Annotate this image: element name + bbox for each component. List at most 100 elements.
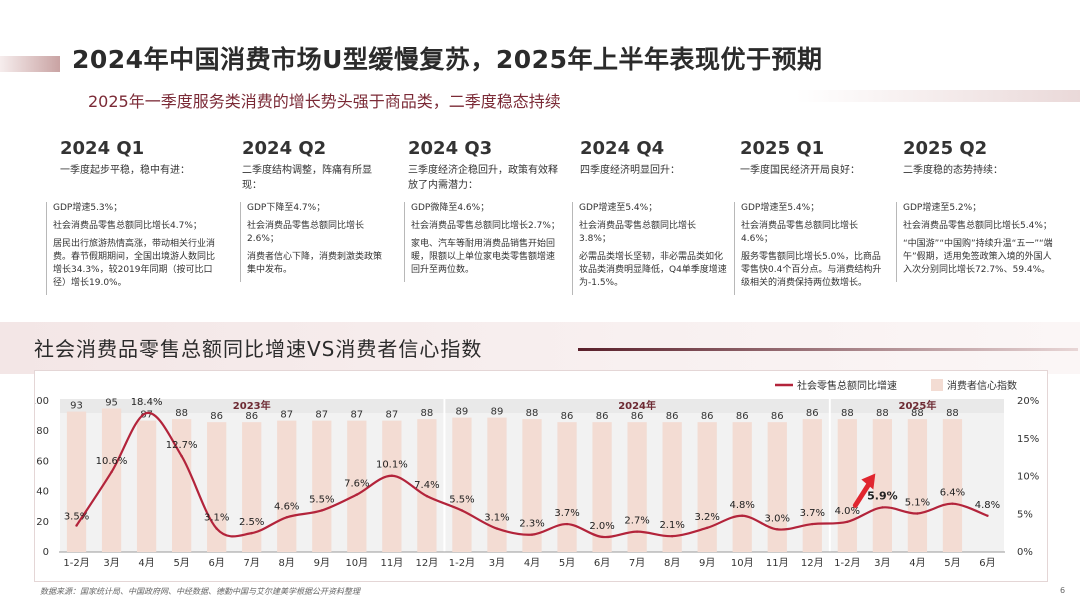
quarter-point: 居民出行旅游热情高涨，带动相关行业消费。春节假期期间，全国出境游人数同比增长34… — [53, 239, 216, 288]
retail-growth-point — [460, 509, 464, 512]
line-value-label: 7.6% — [344, 479, 369, 490]
category-label: 11月 — [380, 557, 403, 569]
confidence-bar — [66, 411, 87, 552]
quarter-point: GDP微降至4.6%； — [411, 203, 490, 213]
quarter-point: 服务零售额同比增长5.0%，比商品零售快0.4个百分点。与消费结构升级相关的消费… — [741, 252, 882, 288]
quarter-heading: 2025 Q1 — [740, 138, 825, 159]
quarter-point: 社会消费品零售总额同比增长3.8%； — [579, 221, 697, 244]
retail-growth-point — [75, 524, 78, 527]
bar-value-label: 86 — [245, 411, 258, 422]
bar-value-label: 88 — [175, 408, 188, 419]
retail-growth-point — [635, 530, 639, 533]
retail-growth-point — [355, 493, 359, 496]
right-axis-tick: 5% — [1017, 509, 1033, 520]
category-label: 4月 — [138, 557, 154, 569]
combo-chart: 2023年 2024年 2025年 0 20 40 60 80 100 0% 5% 10% 15% 20%… — [35, 379, 1039, 569]
confidence-bar — [662, 422, 682, 552]
bar-value-label: 88 — [911, 408, 924, 419]
retail-growth-point — [530, 533, 534, 536]
confidence-bar — [417, 419, 437, 552]
category-label: 3月 — [489, 557, 505, 569]
retail-growth-point — [425, 494, 429, 498]
quarter-column: 2024 Q4 四季度经济明显回升： — [580, 138, 730, 178]
retail-growth-point — [846, 520, 849, 523]
line-value-label: 7.4% — [414, 480, 439, 491]
confidence-bar — [767, 422, 787, 552]
quarter-heading: 2024 Q4 — [580, 138, 665, 159]
bar-value-label: 87 — [140, 410, 153, 421]
line-value-label: 18.4% — [131, 397, 163, 408]
confidence-bar — [697, 422, 717, 552]
line-value-label: 3.0% — [765, 513, 790, 524]
year-band-header — [830, 399, 1004, 413]
bar-value-label: 86 — [806, 408, 819, 419]
bar-value-label: 88 — [841, 408, 854, 419]
confidence-bar — [171, 419, 192, 552]
category-label: 8月 — [279, 557, 295, 569]
line-value-label: 4.8% — [730, 500, 755, 511]
line-value-label: 10.6% — [96, 456, 128, 467]
retail-growth-point — [916, 512, 919, 515]
quarter-points: GDP微降至4.6%； 社会消费品零售总额同比增长2.7%； 家电、汽车等耐用消… — [404, 202, 563, 282]
quarter-point: 社会消费品零售总额同比增长2.6%； — [247, 221, 365, 244]
retail-growth-point — [320, 509, 323, 512]
quarter-description: 二季度结构调整，阵痛有所显现： — [242, 165, 372, 191]
category-label: 4月 — [524, 557, 540, 569]
category-label: 1-2月 — [63, 557, 89, 569]
year-label: 2023年 — [233, 399, 271, 412]
line-value-label: 3.2% — [694, 512, 719, 523]
confidence-bar — [872, 419, 893, 552]
bar-value-label: 86 — [771, 411, 784, 422]
left-axis-tick: 100 — [35, 396, 49, 407]
bar-value-label: 88 — [876, 408, 889, 419]
left-axis-tick: 0 — [43, 547, 49, 558]
bar-value-label: 95 — [105, 398, 118, 409]
line-value-label: 3.1% — [484, 513, 509, 524]
category-label: 7月 — [629, 557, 645, 569]
quarter-points: GDP增速至5.4%； 社会消费品零售总额同比增长3.8%； 必需品类增长坚韧，… — [572, 202, 727, 295]
retail-growth-point — [565, 522, 569, 526]
retail-growth-point — [250, 531, 253, 535]
line-value-label: 2.1% — [659, 520, 684, 531]
quarter-points: GDP下降至4.7%； 社会消费品零售总额同比增长2.6%； 消费者信心下降，消… — [240, 202, 389, 282]
confidence-bar — [136, 420, 157, 552]
bar-value-label: 88 — [526, 408, 539, 419]
highlight-arrow-head — [861, 473, 876, 490]
confidence-bar — [942, 419, 963, 552]
retail-growth-point — [705, 526, 709, 530]
confidence-bar — [347, 420, 367, 552]
retail-growth-point — [390, 474, 394, 477]
confidence-bar — [312, 420, 332, 552]
section-title-decoration — [578, 348, 1078, 351]
quarter-heading: 2024 Q2 — [242, 138, 327, 159]
chart-section-title: 社会消费品零售总额同比增速VS消费者信心指数 — [34, 337, 483, 361]
quarter-column: 2024 Q3 三季度经济企稳回升，政策有效释放了内需潜力： — [408, 138, 558, 193]
left-axis-tick: 60 — [36, 456, 49, 467]
confidence-bar — [487, 417, 507, 552]
line-value-label: 6.4% — [940, 488, 965, 499]
quarter-heading: 2024 Q1 — [60, 138, 145, 159]
category-label: 12月 — [416, 557, 439, 569]
confidence-bar — [592, 422, 612, 552]
quarter-description: 三季度经济企稳回升，政策有效释放了内需潜力： — [408, 165, 558, 191]
quarter-description: 四季度经济明显回升： — [580, 165, 680, 176]
quarter-point: 消费者信心下降，消费刺激类政策集中发布。 — [247, 252, 383, 275]
quarter-column: 2025 Q1 一季度国民经济开局良好： — [740, 138, 890, 178]
left-axis-tick: 20 — [36, 517, 49, 528]
category-label: 5月 — [173, 557, 189, 569]
retail-growth-point — [670, 534, 674, 538]
bar-value-label: 88 — [946, 408, 959, 419]
confidence-bar — [101, 408, 122, 552]
category-label: 8月 — [664, 557, 680, 569]
confidence-bar — [207, 422, 227, 552]
line-value-label: 4.6% — [274, 501, 299, 512]
title-decoration — [0, 56, 60, 72]
line-value-label: 4.8% — [975, 500, 1000, 511]
bar-value-label: 86 — [631, 411, 644, 422]
right-axis-tick: 0% — [1017, 547, 1033, 558]
chart-container: 2023年 2024年 2025年 0 20 40 60 80 100 0% 5% 10% 15% 20%… — [34, 370, 1048, 582]
category-label: 12月 — [801, 557, 824, 569]
confidence-bar — [242, 422, 262, 552]
quarter-point: 必需品类增长坚韧，非必需品类如化妆品类消费明显降低，Q4单季度增速为-1.5%。 — [579, 252, 727, 288]
right-axis-tick: 15% — [1017, 434, 1039, 445]
